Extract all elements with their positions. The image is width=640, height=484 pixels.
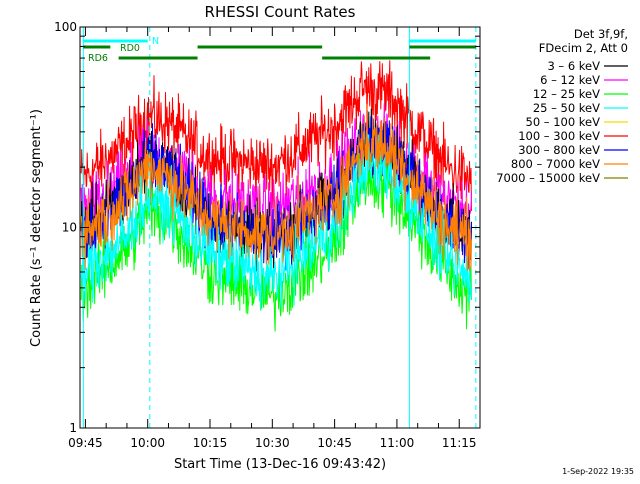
- series-line-12-25-kev: [80, 148, 472, 332]
- y-tick-label: 10: [62, 221, 77, 235]
- x-tick-label: 10:15: [193, 436, 228, 450]
- series-line-800-7000-kev: [80, 103, 472, 272]
- legend-label-7000-15000-kev: 7000 – 15000 keV: [496, 171, 600, 185]
- series-line-100-300-kev: [80, 60, 472, 211]
- y-axis-label: Count Rate (s⁻¹ detector segment⁻¹): [29, 109, 44, 347]
- legend-label-300-800-kev: 300 – 800 keV: [518, 143, 600, 157]
- plot-timestamp: 1-Sep-2022 19:35: [562, 467, 634, 476]
- y-tick-label: 100: [54, 20, 77, 34]
- legend-label-100-300-kev: 100 – 300 keV: [518, 129, 600, 143]
- mode-bars-layer: N RD0 RD6: [83, 36, 476, 64]
- x-tick-label: 10:30: [255, 436, 290, 450]
- x-tick-label: 10:45: [317, 436, 352, 450]
- legend-label-12-25-kev: 12 – 25 keV: [533, 87, 600, 101]
- x-tick-label: 10:00: [130, 436, 165, 450]
- legend-label-3-6-kev: 3 – 6 keV: [547, 59, 600, 73]
- legend-label-50-100-kev: 50 – 100 keV: [526, 115, 601, 129]
- x-tick-label: 09:45: [68, 436, 103, 450]
- chart-title: RHESSI Count Rates: [205, 3, 356, 21]
- mode-bar-label-rd6: RD6: [88, 53, 108, 64]
- mode-bar-label-n: N: [152, 36, 159, 47]
- axes-layer: 1 10 100 09:45 10:00 10:15 10:30 10:45 11:00 11:1…: [54, 20, 481, 450]
- x-tick-label: 11:15: [442, 436, 477, 450]
- data-layer: [80, 60, 472, 332]
- legend-header-line-2: FDecim 2, Att 0: [539, 41, 628, 55]
- legend-label-800-7000-kev: 800 – 7000 keV: [511, 157, 600, 171]
- legend-header-line-1: Det 3f,9f,: [574, 27, 628, 41]
- mode-bar-label-rd0: RD0: [120, 43, 140, 54]
- legend-label-6-12-kev: 6 – 12 keV: [540, 73, 600, 87]
- y-tick-label: 1: [69, 421, 77, 435]
- x-axis-label: Start Time (13-Dec-16 09:43:42): [174, 457, 386, 472]
- legend-label-25-50-kev: 25 – 50 keV: [533, 101, 600, 115]
- x-tick-label: 11:00: [380, 436, 415, 450]
